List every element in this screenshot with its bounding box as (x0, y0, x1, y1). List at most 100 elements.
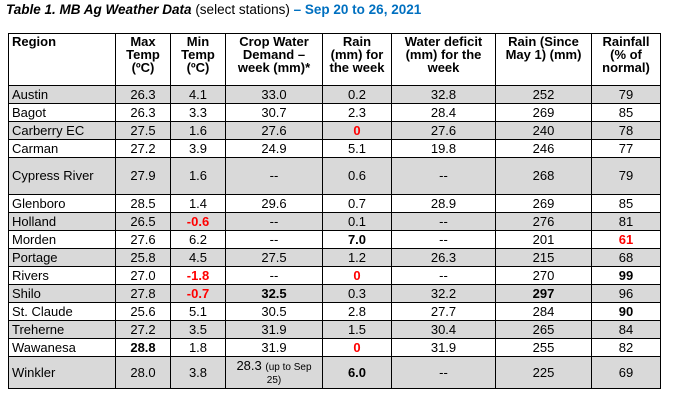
cell-max-temp: 27.0 (115, 266, 171, 285)
cell-crop-water-demand: 32.5 (225, 284, 323, 303)
cell-rain-since-may: 225 (495, 356, 592, 389)
cell-min-temp: 1.8 (170, 338, 226, 357)
cell-region: Treherne (8, 320, 116, 339)
cell-water-deficit: -- (391, 266, 496, 285)
column-header-line: week (427, 60, 460, 75)
table-row: Holland 26.5 -0.6 -- 0.1 -- 276 81 (8, 212, 661, 231)
cell-region: Shilo (8, 284, 116, 303)
cell-min-temp: 4.5 (170, 248, 226, 267)
cell-rainfall-percent: 82 (591, 338, 661, 357)
table-row: Carman 27.2 3.9 24.9 5.1 19.8 246 77 (8, 139, 661, 158)
cell-max-temp: 26.3 (115, 85, 171, 104)
table-title-date-range: Sep 20 to 26, 2021 (304, 2, 422, 17)
cell-weekly-rain: 0.3 (322, 284, 392, 303)
column-header-rain-since-may: Rain (Since May 1) (mm) (495, 33, 592, 86)
cell-rain-since-may: 270 (495, 266, 592, 285)
cell-region: Portage (8, 248, 116, 267)
cell-weekly-rain: 1.5 (322, 320, 392, 339)
cell-rainfall-percent: 79 (591, 157, 661, 195)
table-header-row: Region Max Temp (ºC) Min Temp (ºC) Crop Water De… (8, 33, 661, 86)
cell-min-temp: 3.3 (170, 103, 226, 122)
column-header-water-deficit: Water deficit (mm) for the week (391, 33, 496, 86)
cell-rain-since-may: 201 (495, 230, 592, 249)
table-row: Shilo 27.8 -0.7 32.5 0.3 32.2 297 96 (8, 284, 661, 303)
cell-crop-water-demand: -- (225, 230, 323, 249)
cell-region: Carman (8, 139, 116, 158)
cell-max-temp: 27.2 (115, 139, 171, 158)
cell-min-temp: 1.6 (170, 157, 226, 195)
cell-water-deficit: 32.2 (391, 284, 496, 303)
cell-rainfall-percent: 69 (591, 356, 661, 389)
table-row: Glenboro 28.5 1.4 29.6 0.7 28.9 269 85 (8, 194, 661, 213)
column-header-line: Rain (Since (508, 34, 579, 49)
cell-rainfall-percent: 61 (591, 230, 661, 249)
column-header-line: Temp (126, 47, 160, 62)
column-header-line: (% of (610, 47, 642, 62)
cell-rainfall-percent: 99 (591, 266, 661, 285)
column-header-line: (mm) for (330, 47, 384, 62)
cell-max-temp: 25.8 (115, 248, 171, 267)
cell-rain-since-may: 246 (495, 139, 592, 158)
cell-rainfall-percent: 77 (591, 139, 661, 158)
cell-weekly-rain: 0.6 (322, 157, 392, 195)
cell-water-deficit: 32.8 (391, 85, 496, 104)
table-title-main: Table 1. MB Ag Weather Data (6, 2, 192, 17)
cell-crop-water-demand: 33.0 (225, 85, 323, 104)
column-header-line: Water deficit (404, 34, 483, 49)
cell-value: 28.3 (236, 357, 266, 373)
cell-rain-since-may: 269 (495, 103, 592, 122)
column-header-crop-water-demand: Crop Water Demand – week (mm)* (225, 33, 323, 86)
cell-crop-water-demand: 29.6 (225, 194, 323, 213)
cell-region: St. Claude (8, 302, 116, 321)
cell-max-temp: 27.6 (115, 230, 171, 249)
cell-rain-since-may: 269 (495, 194, 592, 213)
column-header-line: (ºC) (131, 60, 155, 75)
cell-min-temp: 5.1 (170, 302, 226, 321)
cell-rainfall-percent: 84 (591, 320, 661, 339)
column-header-line: Min (186, 34, 210, 49)
cell-rainfall-percent: 96 (591, 284, 661, 303)
column-header-rainfall-percent: Rainfall (% of normal) (591, 33, 661, 86)
cell-min-temp: 3.5 (170, 320, 226, 339)
cell-crop-water-demand: 27.6 (225, 121, 323, 140)
cell-water-deficit: 27.6 (391, 121, 496, 140)
cell-weekly-rain: 0.7 (322, 194, 392, 213)
cell-crop-water-demand: 24.9 (225, 139, 323, 158)
column-header-line: Temp (181, 47, 215, 62)
cell-water-deficit: 19.8 (391, 139, 496, 158)
cell-water-deficit: 27.7 (391, 302, 496, 321)
cell-rain-since-may: 215 (495, 248, 592, 267)
cell-rain-since-may: 252 (495, 85, 592, 104)
cell-weekly-rain: 0 (322, 338, 392, 357)
cell-rain-since-may: 276 (495, 212, 592, 231)
cell-weekly-rain: 2.3 (322, 103, 392, 122)
cell-rainfall-percent: 78 (591, 121, 661, 140)
cell-water-deficit: -- (391, 356, 496, 389)
cell-weekly-rain: 5.1 (322, 139, 392, 158)
cell-max-temp: 28.5 (115, 194, 171, 213)
table-row: Portage 25.8 4.5 27.5 1.2 26.3 215 68 (8, 248, 661, 267)
table-title-subtitle: (select stations) (195, 2, 290, 17)
cell-water-deficit: 30.4 (391, 320, 496, 339)
column-header-line: week (mm)* (237, 60, 311, 75)
cell-rain-since-may: 240 (495, 121, 592, 140)
cell-footnote: (up to Sep 25) (265, 361, 312, 386)
column-header-line: Crop Water (239, 34, 309, 49)
table-row: Winkler 28.0 3.8 28.3 (up to Sep 25) 6.0 -- 22… (8, 356, 661, 389)
cell-weekly-rain: 2.8 (322, 302, 392, 321)
cell-rainfall-percent: 90 (591, 302, 661, 321)
cell-region: Rivers (8, 266, 116, 285)
table-row: Rivers 27.0 -1.8 -- 0 -- 270 99 (8, 266, 661, 285)
cell-max-temp: 27.9 (115, 157, 171, 195)
table-row: Wawanesa 28.8 1.8 31.9 0 31.9 255 82 (8, 338, 661, 357)
column-header-line: Rainfall (602, 34, 650, 49)
cell-crop-water-demand: -- (225, 266, 323, 285)
cell-region: Cypress River (8, 157, 116, 195)
column-header-line: Max (130, 34, 156, 49)
cell-weekly-rain: 0.2 (322, 85, 392, 104)
column-header-line: normal) (602, 60, 650, 75)
cell-rainfall-percent: 68 (591, 248, 661, 267)
column-header-line: May 1) (mm) (505, 47, 582, 62)
cell-rainfall-percent: 81 (591, 212, 661, 231)
cell-rainfall-percent: 79 (591, 85, 661, 104)
